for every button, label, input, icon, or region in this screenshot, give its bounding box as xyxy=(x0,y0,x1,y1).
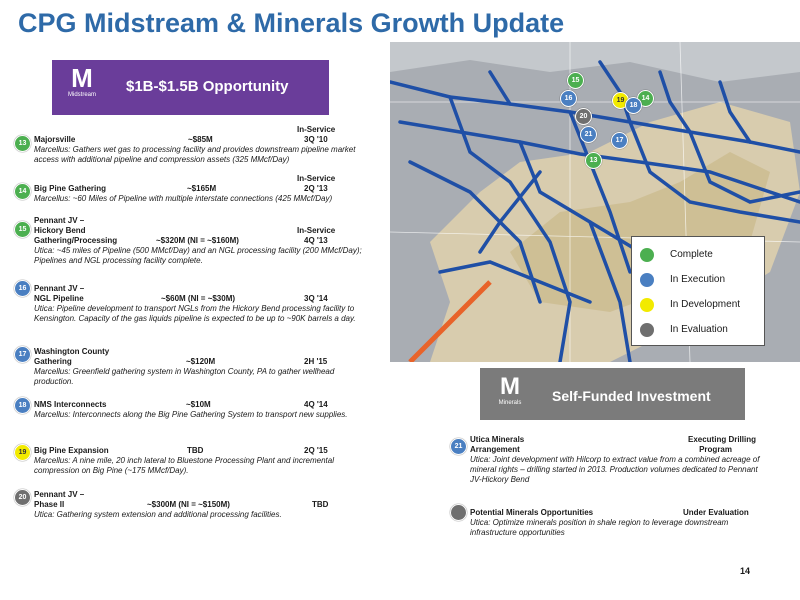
project-name-line3: Gathering/Processing xyxy=(34,236,118,245)
minerals-description: Utica: Optimize minerals position in sha… xyxy=(470,518,729,537)
map-marker-16: 16 xyxy=(560,90,577,107)
project-name-line1: Pennant JV – xyxy=(34,490,85,499)
project-17: Washington County Gathering ~$120M 2H '1… xyxy=(34,347,369,387)
project-badge-19: 19 xyxy=(14,444,31,461)
project-date: 2Q '13 xyxy=(304,184,328,193)
project-description: Marcellus: Greenfield gathering system i… xyxy=(34,367,335,386)
project-cost: ~$60M (NI = ~$30M) xyxy=(161,294,236,303)
project-label-top: In-Service xyxy=(297,125,336,134)
project-name-line1: Washington County xyxy=(34,347,110,356)
map-marker-20: 20 xyxy=(575,108,592,125)
project-badge-17: 17 xyxy=(14,346,31,363)
project-label-top: In-Service xyxy=(297,174,336,183)
project-name-line1: Pennant JV – xyxy=(34,284,85,293)
project-date: 4Q '13 xyxy=(304,236,328,245)
minerals-badge-21: 21 xyxy=(450,438,467,455)
project-cost: ~$320M (NI = ~$160M) xyxy=(156,236,239,245)
minerals-name-line1: Potential Minerals Opportunities xyxy=(470,508,594,517)
project-cost: ~$165M xyxy=(187,184,217,193)
project-description: Utica: Pipeline development to transport… xyxy=(34,304,356,323)
page-title: CPG Midstream & Minerals Growth Update xyxy=(18,8,565,38)
development-dot-icon xyxy=(640,298,654,312)
map-marker-18: 18 xyxy=(625,97,642,114)
project-name-line2: NGL Pipeline xyxy=(34,294,84,303)
project-15: Pennant JV – Hickory Bend In-Service Gat… xyxy=(34,216,369,266)
project-cost: ~$85M xyxy=(188,135,213,144)
project-badge-15: 15 xyxy=(14,221,31,238)
project-16: Pennant JV – NGL Pipeline ~$60M (NI = ~$… xyxy=(34,284,384,324)
project-label-top: In-Service xyxy=(297,226,336,235)
project-description: Marcellus: Gathers wet gas to processing… xyxy=(34,145,356,164)
project-badge-18: 18 xyxy=(14,397,31,414)
project-date: 2H '15 xyxy=(304,357,328,366)
minerals-description: Utica: Joint development with Hilcorp to… xyxy=(470,455,760,484)
map-marker-21: 21 xyxy=(580,126,597,143)
project-19: Big Pine Expansion TBD 2Q '15 Marcellus:… xyxy=(34,446,374,476)
project-date: 4Q '14 xyxy=(304,400,328,409)
project-18: NMS Interconnects ~$10M 4Q '14 Marcellus… xyxy=(34,400,369,420)
minerals-status-line2: Program xyxy=(699,445,732,454)
page-number: 14 xyxy=(740,566,751,576)
minerals-name-line2: Arrangement xyxy=(470,445,520,454)
evaluation-dot-icon xyxy=(640,323,654,337)
minerals-banner-text: Self-Funded Investment xyxy=(552,388,711,404)
project-date: 3Q '10 xyxy=(304,135,328,144)
midstream-banner-text: $1B-$1.5B Opportunity xyxy=(126,78,289,95)
project-cost: ~$300M (NI = ~$150M) xyxy=(147,500,230,509)
project-name: NMS Interconnects xyxy=(34,400,107,409)
project-name-line2: Gathering xyxy=(34,357,72,366)
execution-dot-icon xyxy=(640,273,654,287)
project-date: 3Q '14 xyxy=(304,294,328,303)
complete-dot-icon xyxy=(640,248,654,262)
pipeline-map xyxy=(390,42,800,362)
project-description: Utica: ~45 miles of Pipeline (500 MMcf/D… xyxy=(34,246,362,265)
map-marker-13: 13 xyxy=(585,152,602,169)
project-name-line1: Pennant JV – xyxy=(34,216,85,225)
project-badge-16: 16 xyxy=(14,280,31,297)
minerals-banner: M Minerals Self-Funded Investment xyxy=(480,368,745,420)
project-cost: TBD xyxy=(187,446,204,455)
minerals-potential: Potential Minerals Opportunities Under E… xyxy=(470,508,770,538)
project-13: In-Service Majorsville ~$85M 3Q '10 Marc… xyxy=(34,125,374,165)
project-cost: ~$120M xyxy=(186,357,216,366)
project-badge-13: 13 xyxy=(14,135,31,152)
project-badge-14: 14 xyxy=(14,183,31,200)
minerals-logo: M Minerals xyxy=(498,373,522,407)
project-20: Pennant JV – Phase II ~$300M (NI = ~$150… xyxy=(34,490,374,520)
project-name-line2: Hickory Bend xyxy=(34,226,86,235)
project-date: 2Q '15 xyxy=(304,446,328,455)
minerals-badge-potential xyxy=(450,504,467,521)
midstream-logo: M Midstream xyxy=(67,63,96,98)
project-name-line2: Phase II xyxy=(34,500,65,509)
minerals-status-line1: Executing Drilling xyxy=(687,435,756,444)
map-marker-17: 17 xyxy=(611,132,628,149)
project-14: In-Service Big Pine Gathering ~$165M 2Q … xyxy=(34,174,384,204)
minerals-name-line1: Utica Minerals xyxy=(470,435,525,444)
midstream-banner: M Midstream $1B-$1.5B Opportunity xyxy=(52,60,329,115)
project-name: Majorsville xyxy=(34,135,76,144)
project-badge-20: 20 xyxy=(14,489,31,506)
project-description: Marcellus: Interconnects along the Big P… xyxy=(34,410,348,419)
project-cost: ~$10M xyxy=(186,400,211,409)
minerals-status-line1: Under Evaluation xyxy=(683,508,749,517)
minerals-utica: Utica Minerals Executing Drilling Arrang… xyxy=(470,435,760,485)
map-legend: Complete In Execution In Development In … xyxy=(631,236,765,346)
project-name: Big Pine Expansion xyxy=(34,446,109,455)
project-name: Big Pine Gathering xyxy=(34,184,107,193)
project-description: Marcellus: ~60 Miles of Pipeline with mu… xyxy=(34,194,333,203)
project-description: Utica: Gathering system extension and ad… xyxy=(34,510,282,519)
project-description: Marcellus: A nine mile, 20 inch lateral … xyxy=(34,456,335,475)
project-date: TBD xyxy=(312,500,329,509)
map-marker-15: 15 xyxy=(567,72,584,89)
